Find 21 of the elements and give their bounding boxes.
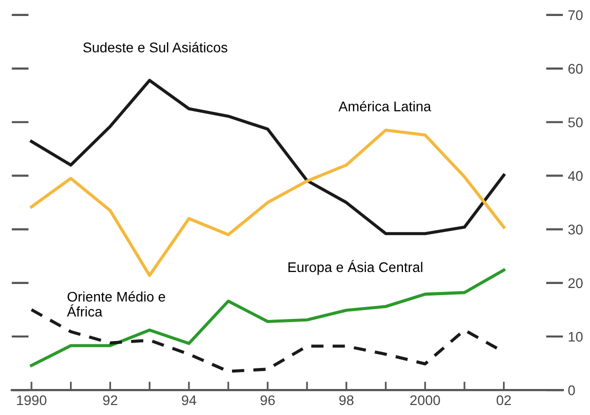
x-tick-label: 02 <box>496 395 511 406</box>
series-label: América Latina <box>338 100 432 112</box>
x-tick-label: 92 <box>103 395 118 406</box>
x-tick-label: 98 <box>339 395 354 406</box>
x-tick-label: 96 <box>260 395 275 406</box>
line-series <box>30 128 506 277</box>
y-tick-label: 60 <box>568 64 583 74</box>
y-tick-label: 20 <box>568 278 583 288</box>
series-label: Europa e Ásia Central <box>288 260 422 275</box>
y-tick-label: 10 <box>568 332 583 342</box>
text: Sudeste e Sul Asiáticos <box>83 42 228 52</box>
y-tick-label: 40 <box>568 171 583 181</box>
y-tick-label: 70 <box>568 10 583 20</box>
series-label: Oriente Médio e África <box>66 291 166 317</box>
line-series <box>30 78 506 236</box>
y-tick-label: 30 <box>568 224 583 234</box>
y-tick-label: 0 <box>568 385 575 396</box>
x-tick-label: 1990 <box>17 395 46 406</box>
x-tick-label: 2000 <box>410 395 440 406</box>
y-tick-label: 50 <box>568 117 583 128</box>
x-tick-label: 94 <box>182 395 196 406</box>
